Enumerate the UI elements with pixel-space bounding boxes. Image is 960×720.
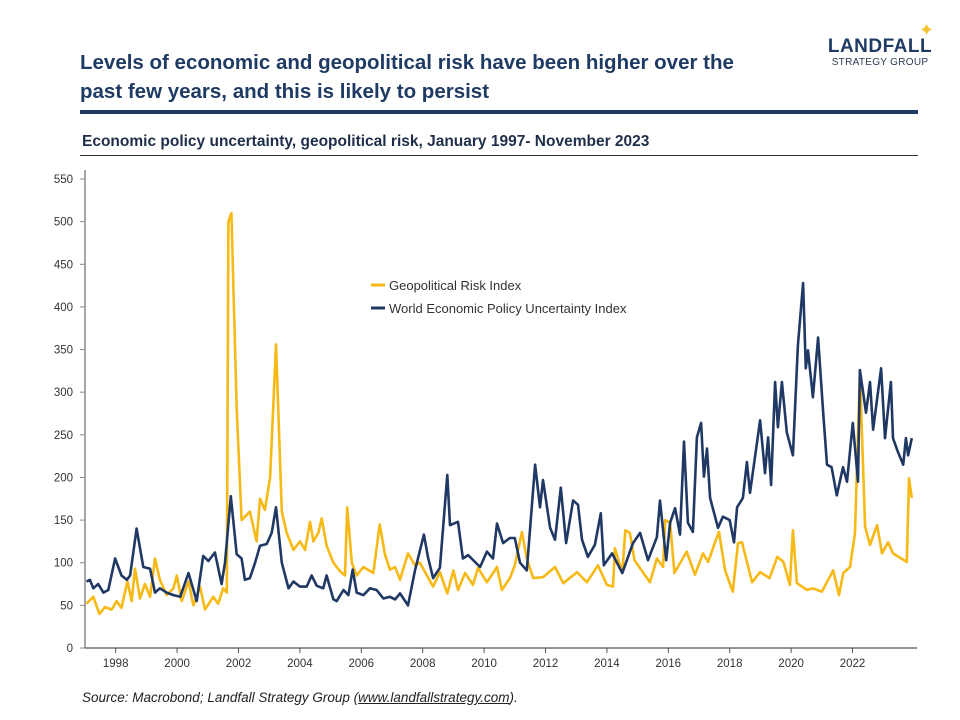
source-note: Source: Macrobond; Landfall Strategy Gro… xyxy=(82,690,518,705)
x-tick-label: 2008 xyxy=(410,658,436,670)
landfall-logo: ✦ LANDFALL STRATEGY GROUP xyxy=(820,20,940,68)
y-tick-label: 0 xyxy=(67,643,73,655)
axes: 0 50 100 150 200 250 300 350 400 450 500 550 1998 200… xyxy=(54,170,917,670)
source-prefix: Source: Macrobond; Landfall Strategy Gro… xyxy=(82,690,359,705)
y-tick-label: 450 xyxy=(54,259,73,271)
x-tick-label: 2016 xyxy=(656,658,682,670)
series-line-economic-policy-uncertainty xyxy=(85,281,914,607)
source-link[interactable]: www.landfallstrategy.com xyxy=(358,690,510,705)
x-tick-label: 1998 xyxy=(103,658,129,670)
legend-label-gpr: Geopolitical Risk Index xyxy=(389,278,522,293)
y-tick-label: 350 xyxy=(54,345,73,357)
y-tick-label: 50 xyxy=(60,600,73,612)
y-tick-label: 400 xyxy=(54,302,73,314)
chart-title: Economic policy uncertainty, geopolitica… xyxy=(82,133,650,150)
x-tick-label: 2020 xyxy=(778,658,804,670)
x-tick-label: 2018 xyxy=(717,658,743,670)
x-tick-label: 2002 xyxy=(226,658,252,670)
legend-label-epu: World Economic Policy Uncertainty Index xyxy=(389,301,627,316)
page-title: Levels of economic and geopolitical risk… xyxy=(80,51,734,103)
y-tick-label: 200 xyxy=(54,472,73,484)
title-divider xyxy=(80,110,918,114)
x-tick-label: 2006 xyxy=(349,658,375,670)
series-line-geopolitical-risk xyxy=(85,211,914,616)
x-tick-label: 2010 xyxy=(471,658,497,670)
x-tick-label: 2014 xyxy=(594,658,620,670)
y-tick-label: 300 xyxy=(54,387,73,399)
series-lines xyxy=(85,211,914,616)
x-tick-label: 2012 xyxy=(533,658,559,670)
source-suffix: ). xyxy=(509,690,518,705)
x-tick-label: 2004 xyxy=(287,658,313,670)
y-tick-label: 550 xyxy=(54,174,73,186)
y-tick-label: 150 xyxy=(54,515,73,527)
y-tick-label: 100 xyxy=(54,558,73,570)
logo-sub: STRATEGY GROUP xyxy=(831,57,929,68)
x-tick-label: 2000 xyxy=(164,658,190,670)
subtitle-divider xyxy=(80,155,918,156)
x-tick-label: 2022 xyxy=(840,658,866,670)
logo-main: LANDFALL xyxy=(827,36,933,57)
y-tick-label: 250 xyxy=(54,430,73,442)
legend: Geopolitical Risk Index World Economic P… xyxy=(371,278,627,316)
y-tick-label: 500 xyxy=(54,217,73,229)
star-icon: ✦ xyxy=(919,20,935,40)
